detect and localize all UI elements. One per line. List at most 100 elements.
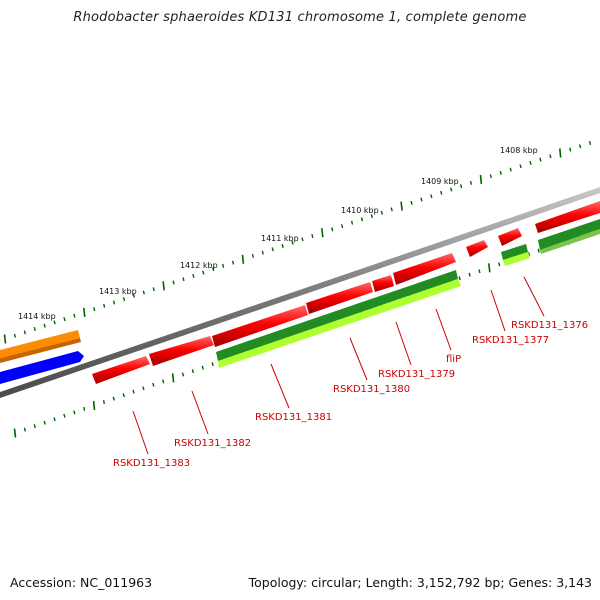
outer-tick: [291, 240, 294, 245]
cds-arrow-1379: [372, 275, 394, 292]
gene-green-dark-edge: [538, 219, 600, 250]
inner-tick: [33, 424, 36, 429]
outer-tick: [549, 154, 552, 159]
outer-tick: [182, 277, 185, 282]
cds-arrow-1377: [466, 240, 488, 257]
outer-tick: [132, 293, 136, 298]
kbp-label-1413: 1413 kbp: [99, 287, 137, 296]
outer-tick: [241, 254, 245, 264]
gene-label-1381: RSKD131_1381: [255, 412, 332, 423]
outer-tick: [222, 263, 225, 268]
orange-feature-shadow: [0, 338, 81, 363]
inner-tick: [142, 386, 145, 391]
gene-label-1376: RSKD131_1376: [511, 320, 588, 331]
inner-tick: [152, 382, 155, 387]
inner-tick: [527, 252, 530, 257]
outer-tick: [519, 164, 522, 169]
kbp-label-1409: 1409 kbp: [421, 177, 459, 186]
outer-tick: [13, 333, 17, 338]
inner-tick: [458, 276, 461, 281]
inner-tick: [92, 400, 96, 411]
gene-green-light-edge: [540, 229, 600, 254]
inner-tick: [478, 269, 481, 274]
inner-tick: [488, 263, 491, 273]
outer-tick: [212, 267, 215, 272]
outer-tick: [450, 187, 453, 192]
outer-tick: [529, 160, 532, 165]
outer-tick: [420, 197, 423, 202]
outer-tick: [390, 207, 393, 212]
kbp-label-1411: 1411 kbp: [261, 234, 299, 243]
inner-tick: [112, 396, 115, 401]
outer-tick: [43, 323, 46, 328]
outer-tick: [479, 174, 483, 185]
outer-tick: [103, 303, 106, 308]
leader-flip: [435, 308, 452, 351]
inner-tick: [83, 406, 86, 411]
chromosome-backbone: [0, 187, 600, 398]
orange-feature: [0, 330, 80, 358]
outer-tick: [122, 297, 126, 302]
outer-tick: [112, 300, 116, 305]
label-leaders: [132, 276, 545, 455]
outer-tick: [311, 234, 314, 238]
outer-tick: [350, 220, 354, 225]
outer-tick: [559, 148, 562, 158]
cds-arrow-1382: [149, 336, 214, 366]
kbp-label-1410: 1410 kbp: [341, 206, 379, 215]
inner-tick: [191, 369, 194, 374]
gene-green-dark-right: [501, 244, 528, 260]
outer-tick: [578, 144, 582, 149]
gene-label-1382: RSKD131_1382: [174, 438, 251, 449]
inner-tick: [63, 413, 66, 418]
outer-tick: [261, 250, 264, 255]
outer-tick: [569, 147, 572, 152]
blue-feature: [0, 351, 84, 384]
outer-tick: [53, 320, 56, 325]
outer-tick: [231, 260, 235, 265]
gene-label-1379: RSKD131_1379: [378, 369, 455, 380]
gene-green-dark: [216, 270, 458, 361]
outer-tick: [430, 194, 433, 199]
outer-tick: [440, 190, 443, 195]
outer-tick: [63, 317, 66, 322]
kbp-label-1414: 1414 kbp: [18, 312, 56, 321]
outer-tick: [3, 334, 7, 344]
inner-tick: [132, 389, 135, 394]
leader-1380: [349, 337, 368, 381]
outer-tick: [202, 270, 205, 275]
outer-tick: [489, 174, 492, 179]
leader-1376: [523, 276, 545, 317]
outer-tick: [142, 290, 145, 295]
outer-tick: [588, 141, 592, 145]
summary-text: Topology: circular; Length: 3,152,792 bp…: [248, 575, 592, 590]
outer-tick: [360, 217, 364, 222]
inner-tick: [162, 379, 165, 384]
cds-arrow-1376: [498, 228, 522, 246]
inner-tick: [122, 393, 125, 398]
outer-tick: [152, 287, 155, 292]
inner-tick: [73, 410, 76, 415]
inner-tick: [23, 427, 27, 432]
outer-tick: [400, 201, 403, 211]
outer-tick: [83, 307, 86, 317]
outer-tick: [192, 273, 195, 278]
outer-tick: [93, 307, 96, 312]
outer-tick: [499, 170, 502, 175]
cds-arrow-1381: [212, 305, 308, 347]
inner-tick: [53, 417, 56, 422]
gene-labels: RSKD131_1376 RSKD131_1377 fliP RSKD131_1…: [113, 320, 588, 469]
outer-tick: [331, 227, 334, 232]
leader-1377: [490, 289, 506, 332]
outer-tick: [23, 330, 26, 335]
leader-1379: [395, 321, 412, 366]
kbp-label-1408: 1408 kbp: [500, 146, 538, 155]
outer-tick: [340, 224, 344, 229]
inner-tick: [43, 420, 46, 425]
outer-tick: [469, 180, 473, 185]
gene-label-1380: RSKD131_1380: [333, 384, 410, 395]
cds-arrow-flip: [393, 253, 456, 285]
accession-text: Accession: NC_011963: [10, 575, 153, 590]
inner-tick: [13, 428, 17, 438]
